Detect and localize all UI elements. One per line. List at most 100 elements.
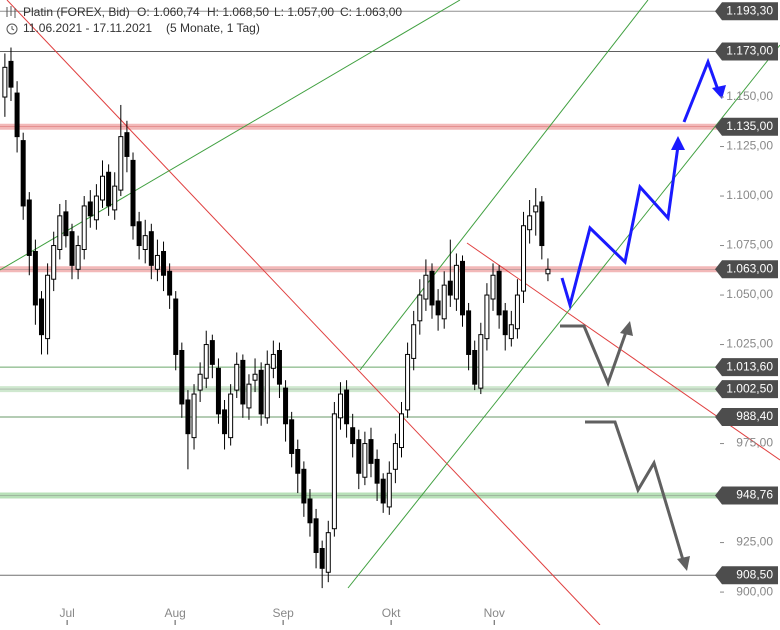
candle-body [69,231,75,266]
candle-body [154,254,160,270]
candle-body [106,171,112,207]
level-label: 1.013,60 [726,359,773,373]
candle-body [398,413,404,449]
candle-body [222,409,228,435]
high-label: H: 1.068,50 [207,5,269,19]
arrow-head [712,85,726,99]
candle-body [350,427,356,445]
candle-body [490,274,496,300]
level-label: 1.002,50 [726,381,773,395]
candle-body [508,324,514,340]
candle-body [167,270,173,296]
y-tick-label: 1.075,00 [726,238,773,252]
level-label: 1.135,00 [726,119,773,133]
close-label: C: 1.063,00 [340,5,402,19]
candle-body [63,211,69,237]
y-tick-label: 1.025,00 [726,337,773,351]
candle-body [270,353,276,369]
candle-body [130,159,136,227]
candle-body [484,294,490,340]
arrow-head [671,136,685,150]
candle-body [307,498,313,524]
trend-line [6,0,601,626]
candle-body [118,136,124,191]
candle-body [276,349,282,385]
candle-body [258,369,264,415]
candle-body [374,458,380,484]
candle-body [460,260,466,316]
candle-body [472,349,478,385]
candle-body [496,270,502,316]
header: Platin (FOREX, Bid) O: 1.060,74 H: 1.068… [6,5,402,35]
candle-body [313,518,319,553]
candle-body [533,205,539,213]
trend-line [347,44,780,589]
candle-body [209,340,215,365]
y-tick-label: 925,00 [736,535,773,549]
candle-body [344,389,350,425]
candle-body [197,373,203,391]
candle-body [362,443,368,478]
candle-body [325,532,331,573]
candle-body [32,250,38,306]
candle-body [356,439,362,474]
candle-body [527,215,533,231]
level-badge [715,117,778,136]
level-label: 908,50 [736,567,773,581]
x-tick-label: Nov [484,606,505,620]
candle-body [502,310,508,336]
candle-body [478,334,484,389]
period: (5 Monate, 1 Tag) [166,21,260,35]
candle-body [545,268,551,275]
candle-body [521,225,527,292]
candle-body [112,185,118,211]
arrow-head [620,321,633,336]
candle-body [240,359,246,405]
level-badge [715,2,778,21]
open-label: O: 1.060,74 [137,5,200,19]
candle-body [246,383,252,409]
candle-body [191,393,197,439]
candle-icon [6,6,16,18]
candle-body [289,419,295,454]
level-label: 1.173,00 [726,44,773,58]
y-tick-label: 1.100,00 [726,188,773,202]
candle-body [331,413,337,530]
candle-body [142,235,148,251]
candle-body [466,310,472,355]
level-label: 988,40 [736,409,773,423]
forecast-arrow [560,324,628,388]
candle-body [185,399,191,435]
candle-body [234,363,240,391]
forecast-arrow [682,57,720,123]
candle-body [337,393,343,419]
level-badge [715,380,778,399]
title: Platin (FOREX, Bid) [23,5,130,19]
candle-body [447,280,453,296]
candle-body [319,548,325,569]
y-tick-label: 1.050,00 [726,287,773,301]
trend-line [359,0,649,371]
y-tick-label: 1.125,00 [726,139,773,153]
y-tick-label: 975,00 [736,436,773,450]
clock-hand [11,26,15,31]
candle-body [124,132,130,157]
x-tick-label: Sep [272,606,294,620]
y-tick-label: 900,00 [736,584,773,598]
candle-body [38,298,44,336]
level-badge [715,358,778,377]
candle-body [380,478,386,504]
trend-line [0,0,461,271]
y-tick-label: 1.150,00 [726,89,773,103]
candle-body [215,367,221,415]
level-label: 948,76 [736,488,773,502]
candle-body [386,472,392,508]
x-tick-label: Aug [164,606,185,620]
date-range: 11.06.2021 - 17.11.2021 [23,21,152,35]
candle-body [75,245,81,270]
candle-body [411,324,417,359]
level-badge [715,42,778,61]
candles [2,47,551,589]
